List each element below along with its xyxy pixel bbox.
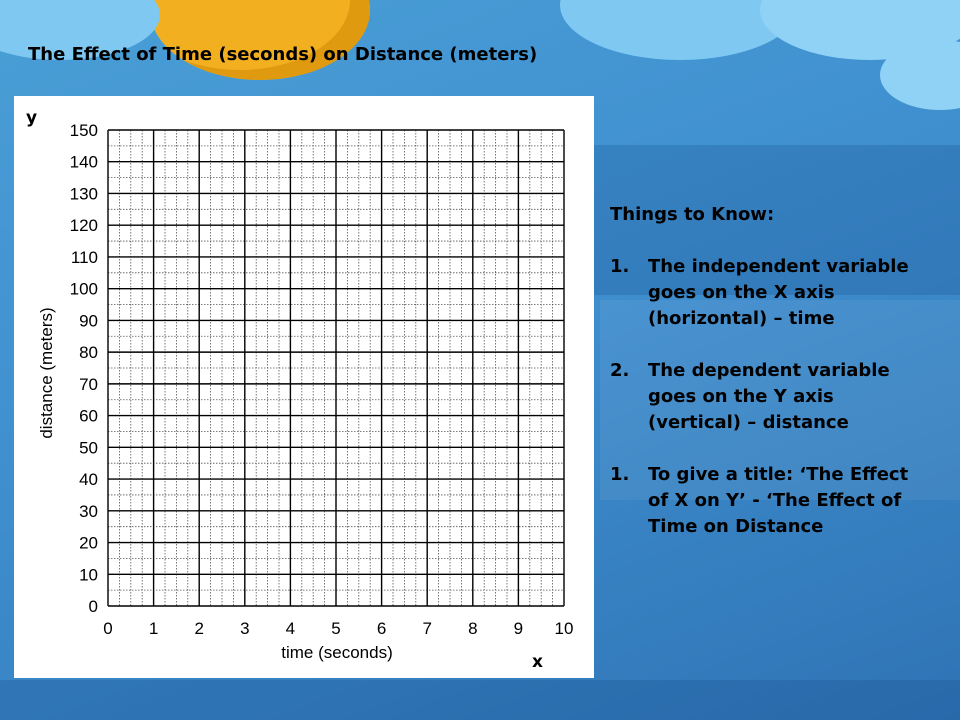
notes-heading: Things to Know: <box>610 204 775 225</box>
y-tick-label: 150 <box>70 121 98 140</box>
x-tick-label: 8 <box>468 619 477 638</box>
x-tick-label: 10 <box>555 619 574 638</box>
note-number: 1. <box>610 256 630 277</box>
x-tick-label: 5 <box>331 619 340 638</box>
x-tick-label: 2 <box>194 619 203 638</box>
note-item: 2. The dependent variable goes on the Y … <box>610 358 930 436</box>
things-to-know-panel: Things to Know: 1. The independent varia… <box>610 202 930 566</box>
y-tick-label: 20 <box>79 534 98 553</box>
note-text: The independent variable goes on the X a… <box>648 256 909 329</box>
y-tick-label: 130 <box>70 184 98 203</box>
x-axis-label: time (seconds) <box>281 643 392 662</box>
y-tick-label: 60 <box>79 407 98 426</box>
y-tick-label: 100 <box>70 280 98 299</box>
note-number: 2. <box>610 360 630 381</box>
y-tick-label: 40 <box>79 470 98 489</box>
y-tick-label: 70 <box>79 375 98 394</box>
x-tick-label: 3 <box>240 619 249 638</box>
note-text: To give a title: ‘The Effect of X on Y’ … <box>648 464 909 537</box>
y-axis-letter: y <box>26 108 38 128</box>
y-tick-label: 0 <box>89 597 98 616</box>
note-item: 1. The independent variable goes on the … <box>610 254 930 332</box>
slide-title: The Effect of Time (seconds) on Distance… <box>28 44 538 65</box>
x-axis-letter: x <box>532 652 543 672</box>
y-tick-label: 140 <box>70 153 98 172</box>
x-tick-label: 7 <box>422 619 431 638</box>
note-text: The dependent variable goes on the Y axi… <box>648 360 890 433</box>
y-tick-label: 120 <box>70 216 98 235</box>
x-tick-label: 0 <box>103 619 112 638</box>
x-tick-label: 1 <box>149 619 158 638</box>
y-tick-label: 110 <box>71 248 98 267</box>
y-axis-label: distance (meters) <box>37 307 56 438</box>
note-number: 1. <box>610 464 630 485</box>
x-tick-label: 9 <box>514 619 523 638</box>
y-tick-label: 30 <box>79 502 98 521</box>
y-tick-label: 10 <box>79 565 98 584</box>
minor-grid <box>108 130 564 606</box>
x-tick-label: 4 <box>286 619 295 638</box>
major-grid <box>107 129 565 607</box>
y-tick-label: 90 <box>79 311 98 330</box>
x-tick-labels: 0 1 2 3 4 5 6 7 8 9 10 <box>103 619 573 638</box>
note-item: 1. To give a title: ‘The Effect of X on … <box>610 462 930 540</box>
x-tick-label: 6 <box>377 619 386 638</box>
y-tick-label: 80 <box>79 343 98 362</box>
y-tick-labels: 0 10 20 30 40 50 60 70 80 90 100 110 120 130 140 150 <box>70 121 98 616</box>
y-tick-label: 50 <box>79 438 98 457</box>
